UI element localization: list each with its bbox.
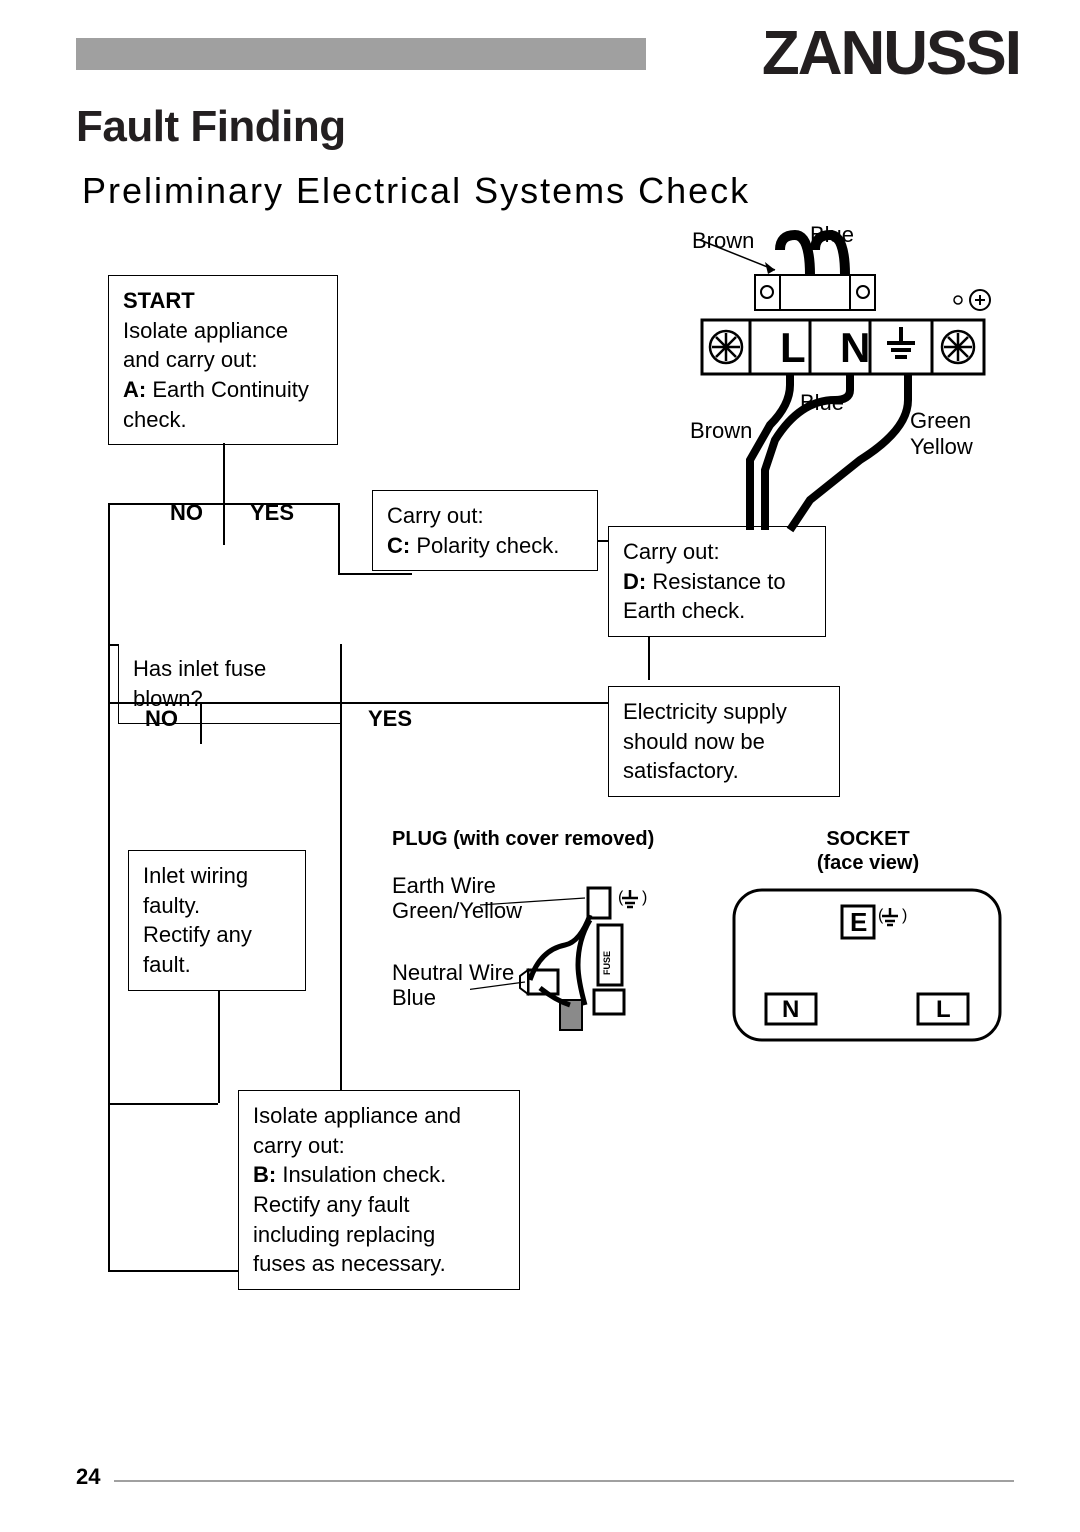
socket-title1: SOCKET [808,828,928,851]
start-l4: check. [123,405,323,435]
header-bar [76,38,646,70]
start-a: A: [123,377,146,402]
b-l6: fuses as necessary. [253,1249,505,1279]
socket-title2: (face view) [798,852,938,875]
page-title: Fault Finding [76,102,346,152]
b-l3b: Insulation check. [276,1162,446,1187]
svg-text:): ) [642,889,647,906]
brand-logo: ZANUSSI [762,18,1020,89]
box-inlet: Inlet wiring faulty. Rectify any fault. [128,850,306,991]
b-l2: carry out: [253,1131,505,1161]
conn-inlet-bottom [108,1103,218,1105]
box-d: Carry out: D: Resistance to Earth check. [608,526,826,637]
start-l3b: Earth Continuity [146,377,309,402]
svg-text:L: L [936,996,951,1023]
socket-diagram: E ( ) N L [728,884,1008,1054]
fuse-split [108,702,618,704]
conn-bottom-left [108,1270,239,1272]
box-b: Isolate appliance and carry out: B: Insu… [238,1090,520,1290]
conn-yes-down1 [338,503,340,573]
inlet-l1: Inlet wiring [143,861,291,891]
brown1-label: Brown [692,228,754,254]
conn-fuse-yes-sep [340,644,342,702]
d-l2a: D: [623,569,646,594]
b-l4: Rectify any fault [253,1190,505,1220]
no2-sep [200,702,202,744]
d-l3: Earth check. [623,596,811,626]
c-l1: Carry out: [387,501,583,531]
inlet-l4: fault. [143,950,291,980]
d-l1: Carry out: [623,537,811,567]
svg-text:): ) [902,907,907,924]
c-l2b: Polarity check. [410,533,559,558]
svg-text:FUSE: FUSE [602,951,612,975]
start-l1: Isolate appliance [123,316,323,346]
conn-noyes-sep [223,503,225,545]
conn-start-down [223,443,225,503]
green-label: Green [910,408,971,434]
supply-l1: Electricity supply [623,697,825,727]
start-l2: and carry out: [123,345,323,375]
d-l2b: Resistance to [646,569,785,594]
page-number: 24 [76,1464,100,1490]
yes2-label: YES [368,706,412,732]
svg-text:E: E [850,907,867,937]
neutral-wire-l2: Blue [392,985,436,1011]
footer-line [114,1480,1014,1482]
supply-l2: should now be [623,727,825,757]
inlet-l2: faulty. [143,891,291,921]
b-l3a: B: [253,1162,276,1187]
b-l5: including replacing [253,1220,505,1250]
box-supply: Electricity supply should now be satisfa… [608,686,840,797]
terminal-diagram: L N [660,230,1020,540]
conn-no-down [108,503,110,1103]
blue2-label: Blue [800,390,844,416]
start-box: START Isolate appliance and carry out: A… [108,275,338,445]
no2-label: NO [145,706,178,732]
page-subtitle: Preliminary Electrical Systems Check [82,170,750,212]
b-l1: Isolate appliance and [253,1101,505,1131]
start-title: START [123,286,323,316]
yes1-label: YES [250,500,294,526]
svg-text:L: L [780,324,806,371]
yellow-label: Yellow [910,434,973,460]
blue1-label: Blue [810,222,854,248]
conn-bottom-left-v [108,1103,110,1270]
fuse-question: Has inlet fuse blown? [133,654,327,713]
plug-title: PLUG (with cover removed) [392,828,654,851]
plug-diagram: ( ) FUSE [470,870,690,1040]
no1-label: NO [170,500,203,526]
supply-l3: satisfactory. [623,756,825,786]
svg-text:N: N [782,996,799,1023]
conn-inlet-down [218,990,220,1103]
brown2-label: Brown [690,418,752,444]
conn-yes-right [338,573,412,575]
inlet-l3: Rectify any [143,920,291,950]
box-c: Carry out: C: Polarity check. [372,490,598,571]
c-l2a: C: [387,533,410,558]
svg-text:N: N [840,324,870,371]
